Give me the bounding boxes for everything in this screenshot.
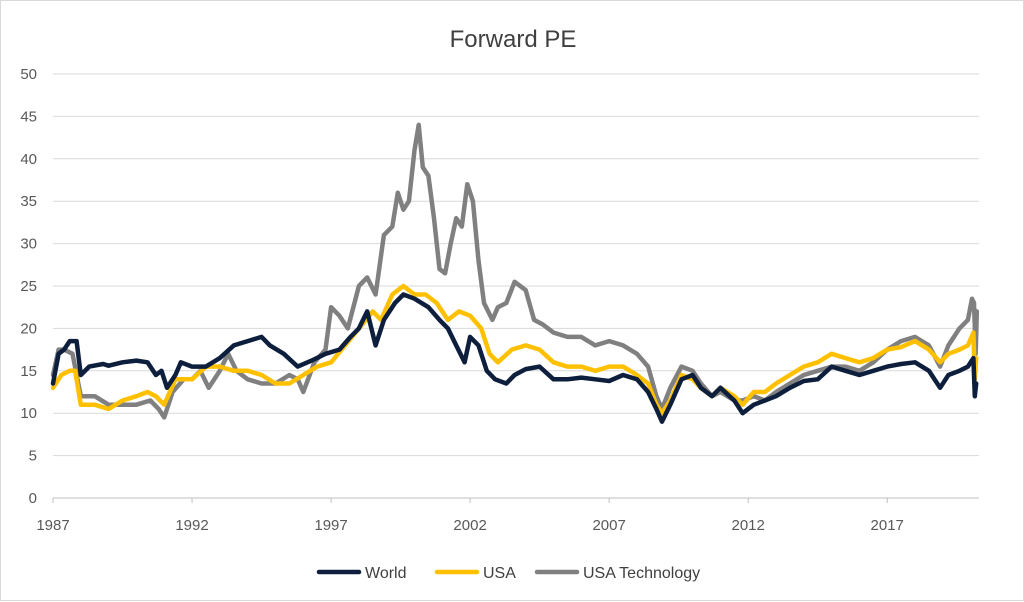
y-tick-label: 10 (20, 405, 37, 422)
gridlines (53, 73, 979, 499)
y-tick-label: 0 (29, 490, 37, 507)
legend-label: USA (483, 565, 516, 582)
y-tick-label: 50 (20, 66, 37, 83)
x-tick-label: 2017 (871, 517, 904, 534)
y-tick-label: 35 (20, 193, 37, 210)
y-tick-label: 25 (20, 278, 37, 295)
legend-item-world: World (316, 565, 407, 582)
x-tick-label: 2012 (732, 517, 765, 534)
y-axis: 0 5 10 15 20 25 30 35 40 45 50 (20, 66, 37, 507)
series-line-usa-technology (50, 122, 980, 420)
x-tick-label: 1987 (36, 517, 69, 534)
y-tick-label: 45 (20, 108, 37, 125)
legend-label: USA Technology (583, 565, 700, 582)
legend-item-usa-technology: USA Technology (534, 565, 700, 582)
legend-item-usa: USA (434, 565, 516, 582)
series-line-usa (50, 283, 979, 416)
legend-label: World (365, 565, 407, 582)
series-line-world (50, 292, 979, 424)
x-tick-label: 2002 (453, 517, 486, 534)
x-tick-label: 1997 (314, 517, 347, 534)
y-tick-label: 20 (20, 320, 37, 337)
y-tick-label: 15 (20, 363, 37, 380)
legend: World USA USA Technology (316, 565, 700, 582)
x-tick-label: 2007 (592, 517, 625, 534)
series-lines (50, 122, 980, 424)
x-tick-label: 1992 (175, 517, 208, 534)
y-tick-label: 30 (20, 236, 37, 253)
y-tick-label: 40 (20, 151, 37, 168)
chart-title: Forward PE (450, 26, 577, 53)
x-axis: 1987 1992 1997 2002 2007 2012 2017 (36, 498, 904, 534)
y-tick-label: 5 (29, 448, 37, 465)
